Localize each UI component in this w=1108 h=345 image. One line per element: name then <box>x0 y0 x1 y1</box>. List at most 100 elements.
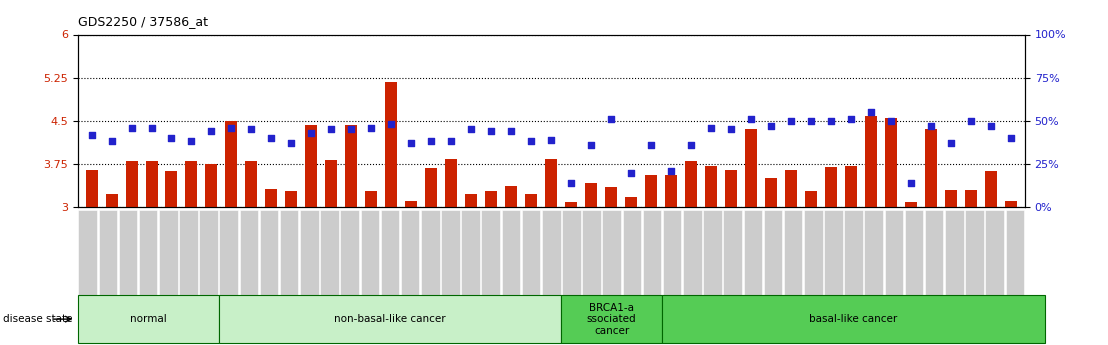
Point <box>862 109 880 115</box>
Point <box>223 125 240 130</box>
Bar <box>406 201 418 207</box>
Bar <box>725 170 737 207</box>
Point <box>683 142 700 148</box>
Point <box>982 123 999 129</box>
Point <box>123 125 141 130</box>
Bar <box>346 125 358 207</box>
Bar <box>945 190 957 207</box>
Bar <box>705 166 717 207</box>
Bar <box>545 159 557 207</box>
Point <box>342 127 360 132</box>
Point <box>942 140 960 146</box>
Bar <box>246 161 257 207</box>
Point <box>922 123 940 129</box>
Bar <box>665 175 677 207</box>
Bar <box>685 161 697 207</box>
Bar <box>425 168 438 207</box>
Bar <box>105 194 117 207</box>
Point <box>663 168 680 174</box>
Bar <box>306 125 317 207</box>
Bar <box>465 194 478 207</box>
Point <box>83 132 101 137</box>
Point <box>422 139 440 144</box>
Bar <box>185 161 197 207</box>
Bar <box>965 190 977 207</box>
Bar <box>205 164 217 207</box>
Bar <box>585 183 597 207</box>
Bar <box>386 82 398 207</box>
Point <box>502 128 520 134</box>
Point <box>702 125 720 130</box>
Point <box>203 128 220 134</box>
Bar <box>905 203 917 207</box>
Point <box>882 118 900 124</box>
Text: basal-like cancer: basal-like cancer <box>810 314 897 324</box>
Point <box>322 127 340 132</box>
Text: disease state: disease state <box>3 314 73 324</box>
Point <box>263 135 280 141</box>
Point <box>442 139 460 144</box>
Point <box>643 142 660 148</box>
Point <box>163 135 181 141</box>
Bar <box>806 191 817 207</box>
Point <box>762 123 780 129</box>
Bar <box>445 159 458 207</box>
Point <box>742 116 760 122</box>
Text: normal: normal <box>130 314 166 324</box>
Point <box>1002 135 1019 141</box>
Point <box>482 128 500 134</box>
Bar <box>366 191 378 207</box>
Bar <box>326 160 337 207</box>
Bar <box>605 187 617 207</box>
Text: BRCA1-a
ssociated
cancer: BRCA1-a ssociated cancer <box>587 303 636 336</box>
Point <box>563 180 581 186</box>
Text: GDS2250 / 37586_at: GDS2250 / 37586_at <box>78 14 207 28</box>
Bar <box>845 166 856 207</box>
Point <box>782 118 800 124</box>
Bar <box>645 175 657 207</box>
Bar <box>85 170 98 207</box>
Point <box>183 139 201 144</box>
Point <box>382 121 400 127</box>
Point <box>722 127 740 132</box>
Bar <box>885 118 897 207</box>
Bar <box>985 171 997 207</box>
Point <box>583 142 601 148</box>
Bar <box>766 178 777 207</box>
Bar <box>745 129 757 207</box>
Point <box>962 118 979 124</box>
Text: non-basal-like cancer: non-basal-like cancer <box>335 314 445 324</box>
Point <box>243 127 260 132</box>
Bar <box>786 170 797 207</box>
Bar <box>625 197 637 207</box>
Point <box>822 118 840 124</box>
Point <box>522 139 540 144</box>
Point <box>302 130 320 136</box>
Point <box>362 125 380 130</box>
Point <box>603 116 620 122</box>
Bar <box>286 191 297 207</box>
Bar <box>825 167 837 207</box>
Bar <box>485 191 497 207</box>
Bar <box>225 121 237 207</box>
Point <box>543 137 561 142</box>
Bar <box>505 186 517 207</box>
Point <box>462 127 480 132</box>
Point <box>143 125 161 130</box>
Bar <box>865 116 878 207</box>
Point <box>842 116 860 122</box>
Point <box>623 170 640 175</box>
Bar <box>266 189 277 207</box>
Point <box>402 140 420 146</box>
Point <box>283 140 300 146</box>
Point <box>802 118 820 124</box>
Point <box>902 180 920 186</box>
Bar <box>565 203 577 207</box>
Bar <box>125 161 137 207</box>
Bar <box>165 171 177 207</box>
Point <box>103 139 121 144</box>
Bar <box>1005 201 1017 207</box>
Bar <box>525 194 537 207</box>
Bar <box>145 161 157 207</box>
Bar <box>925 129 937 207</box>
